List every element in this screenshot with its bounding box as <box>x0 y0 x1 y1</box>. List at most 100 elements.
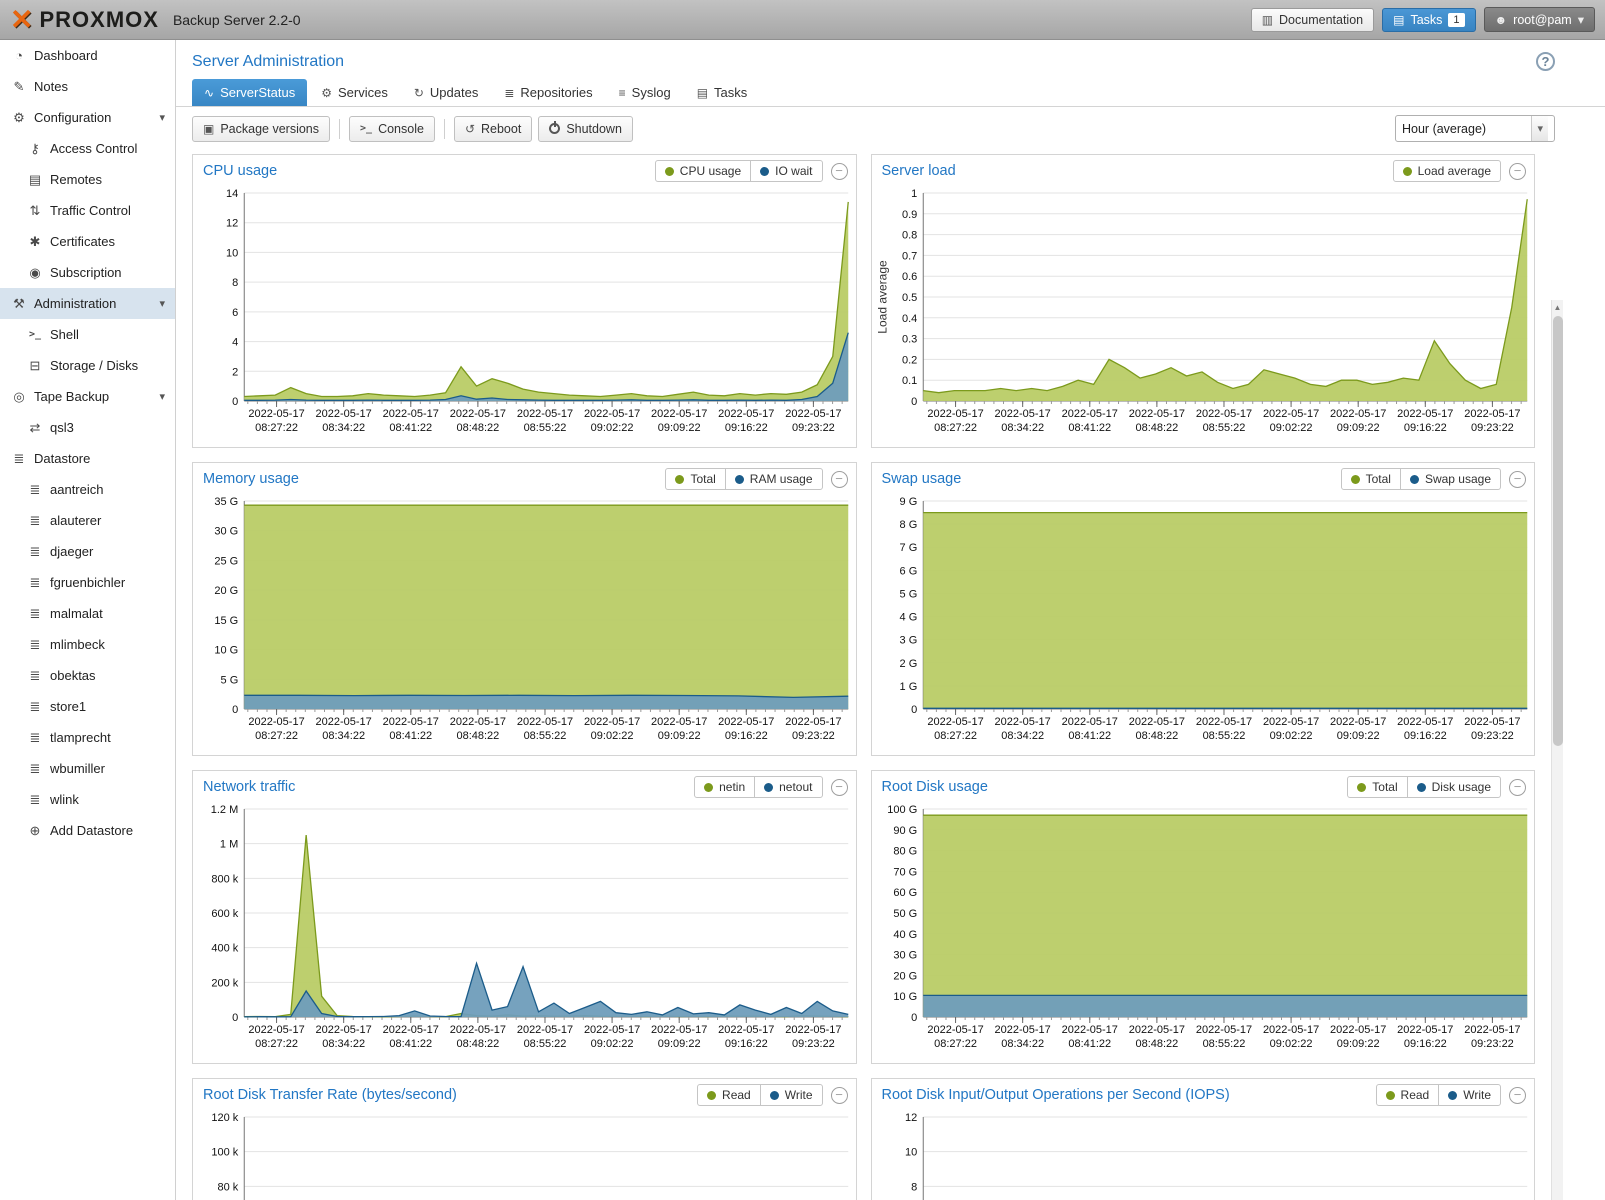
legend-toggle-total[interactable]: Total <box>1347 776 1408 798</box>
legend-toggle-ram-usage[interactable]: RAM usage <box>724 468 823 490</box>
help-icon[interactable]: ? <box>1536 52 1555 71</box>
sidebar-item-wlink[interactable]: ≣ wlink <box>0 784 175 815</box>
scrollbar-thumb[interactable] <box>1553 316 1563 746</box>
tab-tasks[interactable]: ▤ Tasks <box>685 79 760 106</box>
green-dot-icon <box>1357 782 1367 792</box>
plus-icon: ⊕ <box>29 822 41 838</box>
collapse-icon[interactable]: − <box>1509 162 1526 180</box>
sidebar-item-label: obektas <box>50 668 96 683</box>
expander-icon[interactable]: ▾ <box>159 391 165 403</box>
sidebar-item-fgruenbichler[interactable]: ≣ fgruenbichler <box>0 567 175 598</box>
user-icon: ☻ <box>1494 12 1508 27</box>
legend-toggle-netout[interactable]: netout <box>754 776 823 798</box>
green-dot-icon <box>1402 166 1412 176</box>
chart-plot: 0246810122022-05-1708:27:222022-05-1708:… <box>905 1112 1527 1200</box>
console-button[interactable]: >_ Console <box>349 115 435 142</box>
terminal-icon: >_ <box>360 123 373 134</box>
legend-toggle-total[interactable]: Total <box>1340 468 1401 490</box>
documentation-button[interactable]: ▥ Documentation <box>1250 7 1375 32</box>
sidebar-item-alauterer[interactable]: ≣ alauterer <box>0 505 175 536</box>
svg-text:08:27:22: 08:27:22 <box>255 422 298 434</box>
charts-area: CPU usage CPU usage IO wait −0 2 4 6 8 10 12 14 202… <box>176 150 1605 1200</box>
package-versions-button[interactable]: ▣ Package versions <box>192 115 331 142</box>
svg-text:8: 8 <box>232 277 238 289</box>
tab-updates[interactable]: ↻ Updates <box>402 79 490 106</box>
expander-icon[interactable]: ▾ <box>159 298 165 310</box>
expander-icon[interactable]: ▾ <box>159 112 165 124</box>
legend-toggle-write[interactable]: Write <box>759 1084 823 1106</box>
collapse-icon[interactable]: − <box>1509 1086 1526 1104</box>
timerange-select[interactable]: Hour (average) ▾ <box>1395 115 1555 142</box>
tab-serverstatus[interactable]: ∿ ServerStatus <box>192 79 308 106</box>
tab-repositories[interactable]: ≣ Repositories <box>492 79 604 106</box>
scrollbar[interactable]: ▲ <box>1551 300 1563 1200</box>
legend-toggle-write[interactable]: Write <box>1438 1084 1501 1106</box>
sidebar-item-dashboard[interactable]: ◔ Dashboard <box>0 40 175 71</box>
scroll-up-icon[interactable]: ▲ <box>1553 303 1562 312</box>
legend-toggle-cpu-usage[interactable]: CPU usage <box>654 160 752 182</box>
collapse-icon[interactable]: − <box>830 778 848 796</box>
user-menu-button[interactable]: ☻ root@pam ▾ <box>1483 7 1595 32</box>
legend-toggle-io-wait[interactable]: IO wait <box>750 160 823 182</box>
svg-text:2022-05-17: 2022-05-17 <box>248 1024 304 1036</box>
svg-text:2022-05-17: 2022-05-17 <box>450 716 506 728</box>
gears-icon: ⚙ <box>13 109 25 125</box>
sidebar-item-label: Access Control <box>50 141 138 156</box>
sidebar-item-shell[interactable]: >_ Shell <box>0 319 175 350</box>
shutdown-button[interactable]: Shutdown <box>538 115 633 142</box>
sidebar-item-qsl3[interactable]: ⇄ qsl3 <box>0 412 175 443</box>
reboot-button[interactable]: ↺ Reboot <box>453 115 533 142</box>
sidebar-item-tape-backup[interactable]: ◎ Tape Backup ▾ <box>0 381 175 412</box>
svg-text:60 G: 60 G <box>893 887 917 899</box>
sidebar-item-aantreich[interactable]: ≣ aantreich <box>0 474 175 505</box>
tab-syslog[interactable]: ≡ Syslog <box>607 79 683 106</box>
legend-toggle-read[interactable]: Read <box>697 1084 761 1106</box>
sidebar-item-label: Dashboard <box>34 48 98 63</box>
sidebar-item-traffic-control[interactable]: ⇅ Traffic Control <box>0 195 175 226</box>
tape-icon: ◎ <box>13 388 25 404</box>
sidebar-item-mlimbeck[interactable]: ≣ mlimbeck <box>0 629 175 660</box>
tasks-button[interactable]: ▤ Tasks 1 <box>1382 7 1476 32</box>
collapse-icon[interactable]: − <box>830 1086 848 1104</box>
sidebar-item-obektas[interactable]: ≣ obektas <box>0 660 175 691</box>
sidebar-item-notes[interactable]: ✎ Notes <box>0 71 175 102</box>
svg-text:2022-05-17: 2022-05-17 <box>927 408 983 420</box>
svg-text:08:55:22: 08:55:22 <box>524 730 567 742</box>
tab-services[interactable]: ⚙ Services <box>309 79 400 106</box>
sidebar-item-label: Subscription <box>50 265 122 280</box>
legend-toggle-read[interactable]: Read <box>1375 1084 1440 1106</box>
collapse-icon[interactable]: − <box>830 162 848 180</box>
sidebar-item-add-datastore[interactable]: ⊕ Add Datastore <box>0 815 175 846</box>
sidebar-item-administration[interactable]: ⚒ Administration ▾ <box>0 288 175 319</box>
legend-toggle-load-average[interactable]: Load average <box>1392 160 1501 182</box>
chart-title: Network traffic <box>203 779 296 795</box>
sidebar-item-subscription[interactable]: ◉ Subscription <box>0 257 175 288</box>
sidebar-item-storage-disks[interactable]: ⊟ Storage / Disks <box>0 350 175 381</box>
gauge-icon: ◔ <box>15 48 23 63</box>
svg-text:08:48:22: 08:48:22 <box>456 1038 499 1050</box>
sidebar-item-tlamprecht[interactable]: ≣ tlamprecht <box>0 722 175 753</box>
svg-text:09:23:22: 09:23:22 <box>1470 422 1513 434</box>
sidebar-item-djaeger[interactable]: ≣ djaeger <box>0 536 175 567</box>
collapse-icon[interactable]: − <box>1509 778 1526 796</box>
legend-label: Disk usage <box>1431 780 1491 794</box>
sidebar-item-access-control[interactable]: ⚷ Access Control <box>0 133 175 164</box>
legend-toggle-swap-usage[interactable]: Swap usage <box>1399 468 1501 490</box>
sidebar-item-datastore[interactable]: ≣ Datastore <box>0 443 175 474</box>
svg-text:2022-05-17: 2022-05-17 <box>450 408 506 420</box>
svg-text:08:27:22: 08:27:22 <box>255 730 298 742</box>
legend-toggle-disk-usage[interactable]: Disk usage <box>1406 776 1501 798</box>
collapse-icon[interactable]: − <box>830 470 848 488</box>
sidebar-item-remotes[interactable]: ▤ Remotes <box>0 164 175 195</box>
sidebar-item-malmalat[interactable]: ≣ malmalat <box>0 598 175 629</box>
refresh-icon: ↻ <box>413 85 424 100</box>
collapse-icon[interactable]: − <box>1509 470 1526 488</box>
legend-toggle-netin[interactable]: netin <box>694 776 756 798</box>
legend-toggle-total[interactable]: Total <box>665 468 726 490</box>
sidebar-item-store1[interactable]: ≣ store1 <box>0 691 175 722</box>
sidebar-item-certificates[interactable]: ✱ Certificates <box>0 226 175 257</box>
svg-text:2022-05-17: 2022-05-17 <box>1061 1024 1117 1036</box>
sidebar-item-wbumiller[interactable]: ≣ wbumiller <box>0 753 175 784</box>
sidebar-item-configuration[interactable]: ⚙ Configuration ▾ <box>0 102 175 133</box>
